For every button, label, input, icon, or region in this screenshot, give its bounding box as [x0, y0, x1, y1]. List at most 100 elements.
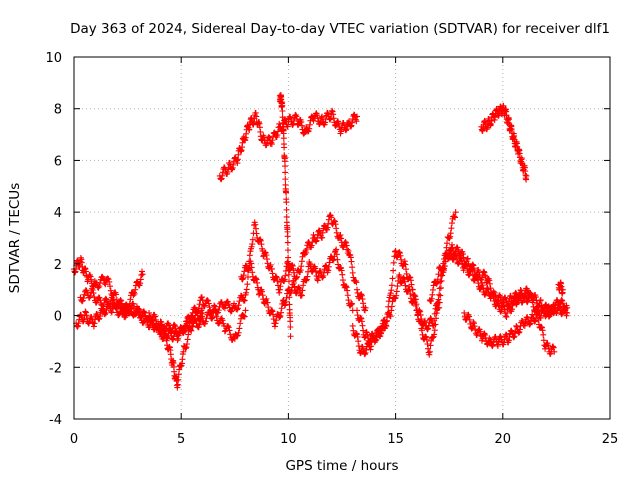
- data-point: [115, 312, 122, 319]
- data-point: [104, 298, 111, 305]
- data-point: [489, 290, 496, 297]
- data-point: [330, 257, 337, 264]
- data-point: [424, 340, 431, 347]
- data-point: [438, 277, 445, 284]
- data-point: [269, 137, 276, 144]
- data-point: [543, 309, 550, 316]
- data-point: [509, 302, 516, 309]
- data-point: [333, 251, 340, 258]
- data-point: [227, 331, 234, 338]
- data-point: [523, 298, 530, 305]
- data-point: [267, 261, 274, 268]
- data-point: [513, 301, 520, 308]
- data-point: [89, 286, 96, 293]
- data-point: [436, 291, 443, 298]
- data-point: [477, 328, 484, 335]
- data-point: [406, 283, 413, 290]
- data-point: [222, 302, 229, 309]
- data-point: [425, 325, 432, 332]
- data-point: [354, 289, 361, 296]
- data-point: [545, 303, 552, 310]
- data-point: [90, 323, 97, 330]
- data-point: [241, 268, 248, 275]
- data-point: [172, 323, 179, 330]
- data-point: [258, 241, 265, 248]
- data-point: [450, 213, 457, 220]
- data-point: [389, 298, 396, 305]
- data-point: [393, 288, 400, 295]
- data-point: [326, 115, 333, 122]
- data-point: [360, 327, 367, 334]
- data-point: [277, 312, 284, 319]
- data-point: [550, 343, 557, 350]
- data-point: [361, 307, 368, 314]
- data-point: [448, 241, 455, 248]
- data-point: [330, 111, 337, 118]
- data-point: [282, 176, 289, 183]
- data-point: [282, 272, 289, 279]
- data-point: [283, 294, 290, 301]
- data-point: [289, 262, 296, 269]
- data-point: [473, 272, 480, 279]
- data-point: [298, 263, 305, 270]
- data-point: [463, 262, 470, 269]
- data-point: [481, 269, 488, 276]
- data-point: [249, 236, 256, 243]
- series-sat-f: [242, 211, 369, 314]
- data-point: [198, 313, 205, 320]
- data-point: [471, 320, 478, 327]
- data-point: [175, 376, 182, 383]
- data-point: [195, 305, 202, 312]
- data-point: [516, 329, 523, 336]
- data-point: [407, 274, 414, 281]
- data-point: [482, 331, 489, 338]
- data-point: [322, 262, 329, 269]
- data-point: [390, 259, 397, 266]
- data-point: [276, 286, 283, 293]
- data-point: [349, 264, 356, 271]
- data-point: [345, 247, 352, 254]
- data-point: [273, 274, 280, 281]
- y-axis-label: SDTVAR / TECUs: [7, 183, 23, 293]
- data-point: [276, 289, 283, 296]
- data-point: [459, 251, 466, 258]
- data-point: [326, 259, 333, 266]
- data-point: [144, 318, 151, 325]
- data-point: [286, 278, 293, 285]
- data-point: [486, 280, 493, 287]
- data-point: [330, 115, 337, 122]
- data-point: [549, 344, 556, 351]
- data-point: [284, 239, 291, 246]
- data-point: [290, 279, 297, 286]
- data-point: [234, 332, 241, 339]
- data-point: [394, 283, 401, 290]
- data-point: [328, 214, 335, 221]
- x-tick-labels: 0 5 10 15 20 25: [70, 432, 618, 447]
- data-point: [309, 239, 316, 246]
- data-point: [319, 234, 326, 241]
- x-tick-label: 5: [177, 432, 185, 447]
- data-point: [83, 312, 90, 319]
- data-point: [431, 331, 438, 338]
- data-point: [435, 271, 442, 278]
- data-point: [327, 116, 334, 123]
- data-point: [225, 301, 232, 308]
- data-point: [283, 213, 290, 220]
- data-point: [287, 116, 294, 123]
- data-point: [382, 322, 389, 329]
- data-point: [479, 282, 486, 289]
- data-point: [271, 323, 278, 330]
- data-point: [308, 242, 315, 249]
- data-point: [241, 297, 248, 304]
- data-point: [333, 229, 340, 236]
- data-point: [248, 243, 255, 250]
- series-sat-e: [216, 107, 361, 183]
- data-point: [282, 298, 289, 305]
- data-point: [312, 265, 319, 272]
- data-point: [483, 285, 490, 292]
- data-point: [284, 259, 291, 266]
- data-point: [104, 275, 111, 282]
- data-point: [91, 278, 98, 285]
- data-point: [447, 246, 454, 253]
- data-point: [358, 292, 365, 299]
